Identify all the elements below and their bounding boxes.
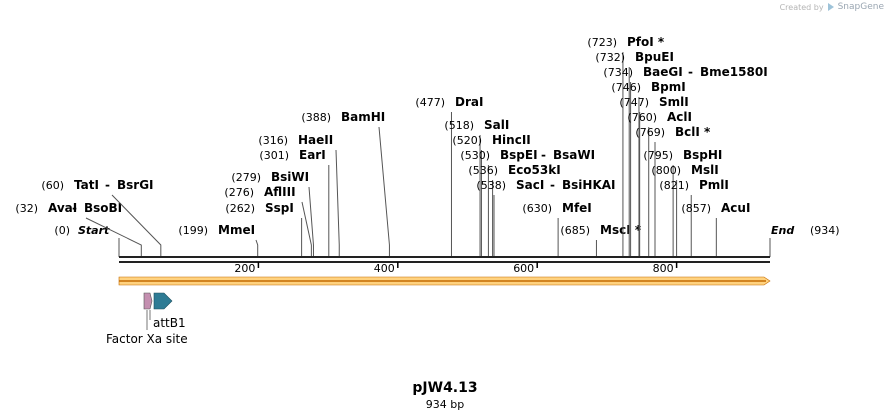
avai-cut-line	[85, 217, 142, 257]
hincii-label: HincII	[492, 133, 531, 147]
eari-label: EarI	[299, 148, 326, 162]
bpuei-position: (732)	[595, 51, 625, 64]
bspei-position: (530)	[460, 149, 490, 162]
bamhi-cut-line	[378, 126, 390, 257]
pfoi-position: (723)	[587, 36, 617, 49]
haeii-cut-line	[335, 149, 340, 257]
acli-position: (760)	[627, 111, 657, 124]
snapgene-logo-icon	[827, 3, 834, 11]
start-position: (0)	[54, 224, 70, 237]
afliii-cut-line	[301, 201, 312, 257]
bsiwi-position: (279)	[231, 171, 261, 184]
drai-label: DraI	[455, 95, 483, 109]
bsiwi-label: BsiWI	[271, 170, 309, 184]
bsiwi-cut-line	[308, 186, 314, 257]
bpmi-position: (746)	[611, 81, 641, 94]
eari-position: (301)	[259, 149, 289, 162]
bcli-label: BclI *	[675, 125, 711, 139]
factor-xa-site-label: Factor Xa site	[106, 332, 188, 346]
tati-label: TatI	[74, 178, 99, 192]
tati-partner-dash: -	[105, 178, 110, 192]
hincii-position: (520)	[452, 134, 482, 147]
ruler-label-200: 200	[234, 262, 255, 275]
sspi-label: SspI	[265, 201, 294, 215]
msci-position: (685)	[560, 224, 590, 237]
ruler-label-600: 600	[513, 262, 534, 275]
start-label: Start	[78, 224, 110, 237]
bspei-partner-dash: -	[541, 148, 546, 162]
sspi-position: (262)	[225, 202, 255, 215]
haeii-position: (316)	[258, 134, 288, 147]
saci-label: SacI	[516, 178, 544, 192]
tati-position: (60)	[41, 179, 64, 192]
pmli-position: (821)	[659, 179, 689, 192]
afliii-position: (276)	[224, 186, 254, 199]
mfei-position: (630)	[522, 202, 552, 215]
bpuei-label: BpuEI	[635, 50, 674, 64]
saci-partner-dash: -	[550, 178, 555, 192]
credit-prefix: Created by	[779, 2, 824, 12]
baegi-partner-dash: -	[688, 65, 693, 79]
bme1580i-label: Bme1580I	[700, 65, 768, 79]
sali-position: (518)	[444, 119, 474, 132]
bpmi-label: BpmI	[651, 80, 686, 94]
haeii-label: HaeII	[298, 133, 333, 147]
plasmid-name: pJW4.13	[412, 380, 478, 396]
tati-cut-line	[111, 194, 162, 257]
avai-label: AvaI	[48, 201, 77, 215]
ruler-label-400: 400	[374, 262, 395, 275]
pmli-label: PmlI	[699, 178, 729, 192]
factor-xa-site-marker	[143, 292, 153, 310]
end-position: (934)	[810, 224, 840, 237]
bcli-position: (769)	[635, 126, 665, 139]
msci-label: MscI *	[600, 223, 642, 237]
bspei-label: BspEI	[500, 148, 538, 162]
bamhi-position: (388)	[301, 111, 331, 124]
attb1-label: attB1	[153, 316, 186, 330]
mmei-position: (199)	[178, 224, 208, 237]
eco53ki-label: Eco53kI	[508, 163, 561, 177]
snapgene-credit: Created by SnapGene	[780, 2, 884, 12]
msli-label: MslI	[691, 163, 719, 177]
acui-position: (857)	[681, 202, 711, 215]
mmei-label: MmeI	[218, 223, 255, 237]
smli-position: (747)	[619, 96, 649, 109]
mmei-cut-line	[255, 239, 259, 257]
sali-label: SalI	[484, 118, 509, 132]
avai-partner-dash: -	[72, 201, 77, 215]
bsawi-label: BsaWI	[553, 148, 595, 162]
eco53ki-position: (536)	[468, 164, 498, 177]
smli-label: SmlI	[659, 95, 689, 109]
plasmid-length: 934 bp	[425, 398, 465, 411]
credit-brand: SnapGene	[837, 2, 884, 12]
afliii-label: AflIII	[264, 185, 296, 199]
bsphi-position: (795)	[643, 149, 673, 162]
bsihkai-label: BsiHKAI	[562, 178, 616, 192]
drai-position: (477)	[415, 96, 445, 109]
bsobi-label: BsoBI	[84, 201, 122, 215]
avai-position: (32)	[15, 202, 38, 215]
linear-plasmid-map: (0) Start End (934)(32) AvaI- BsoBI(60) TatI - B…	[15, 35, 840, 346]
baegi-label: BaeGI	[643, 65, 683, 79]
mfei-label: MfeI	[562, 201, 592, 215]
end-label: End	[771, 224, 794, 237]
ruler-label-800: 800	[653, 262, 674, 275]
bsphi-label: BspHI	[683, 148, 722, 162]
acui-label: AcuI	[721, 201, 750, 215]
msli-position: (800)	[651, 164, 681, 177]
saci-position: (538)	[476, 179, 506, 192]
baegi-position: (734)	[603, 66, 633, 79]
bamhi-label: BamHI	[341, 110, 385, 124]
attb1-marker	[153, 292, 173, 310]
bsrgi-label: BsrGI	[117, 178, 154, 192]
pfoi-label: PfoI *	[627, 35, 665, 49]
acli-label: AclI	[667, 110, 692, 124]
